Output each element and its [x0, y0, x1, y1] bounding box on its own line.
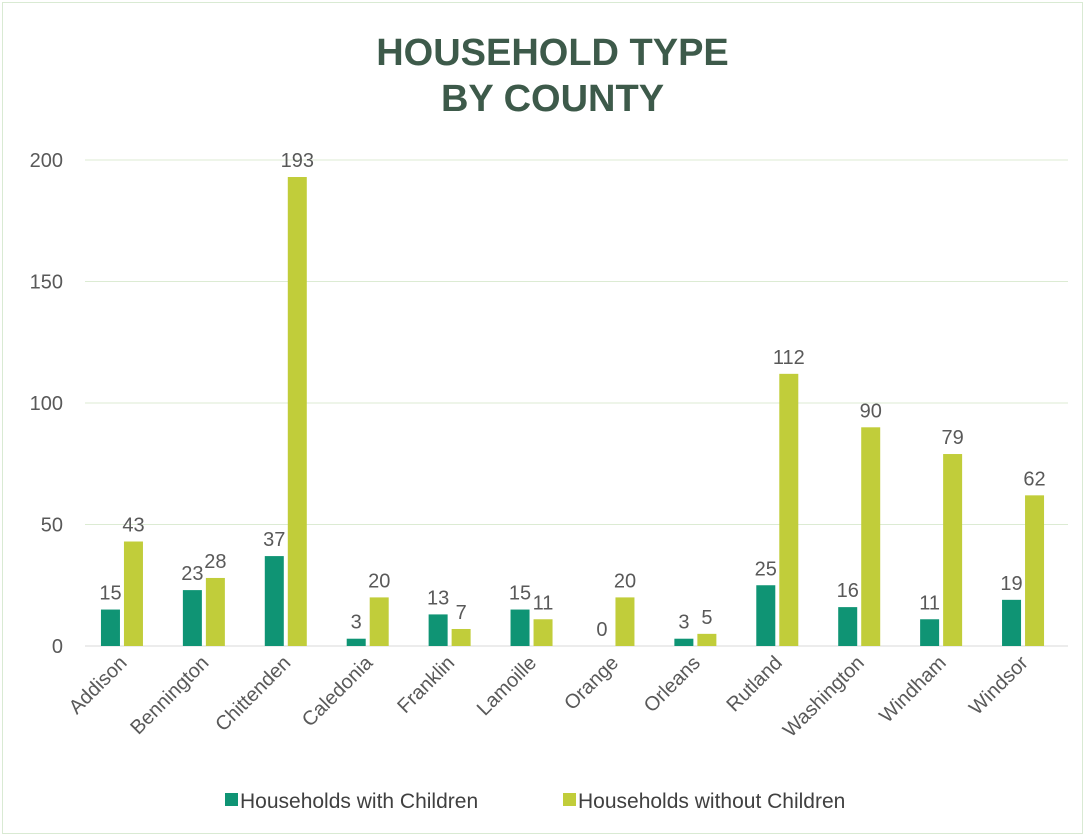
- bar-with-children: [674, 638, 694, 646]
- bar-without-children: [205, 577, 225, 646]
- bar-with-children: [428, 614, 448, 646]
- bar-without-children: [779, 373, 799, 646]
- data-label: 5: [701, 607, 712, 629]
- data-label: 20: [614, 570, 636, 592]
- bar-with-children: [510, 609, 530, 646]
- data-label: 3: [678, 612, 689, 634]
- bar-without-children: [123, 541, 143, 646]
- data-label: 193: [281, 150, 314, 172]
- x-category-label: Lamoille: [473, 652, 541, 720]
- bar-with-children: [100, 609, 120, 646]
- data-label: 16: [837, 580, 859, 602]
- x-category-label: Franklin: [393, 652, 459, 718]
- legend-label: Households without Children: [578, 790, 845, 813]
- y-tick-label: 150: [30, 272, 63, 294]
- bar-without-children: [861, 427, 881, 646]
- data-label: 25: [755, 558, 777, 580]
- x-category-label: Addison: [65, 652, 132, 719]
- chart-title-line-2: BY COUNTY: [440, 78, 665, 120]
- data-label: 19: [1000, 573, 1022, 595]
- bar-without-children: [1025, 495, 1045, 646]
- bar-with-children: [1002, 599, 1022, 646]
- y-tick-label: 100: [30, 393, 63, 415]
- x-category-label: Bennington: [126, 652, 213, 739]
- bar-with-children: [838, 607, 858, 646]
- data-label: 37: [263, 529, 285, 551]
- data-label: 112: [773, 347, 805, 369]
- data-label: 0: [596, 619, 607, 641]
- data-label: 15: [509, 583, 531, 605]
- legend-swatch-with-children: [225, 793, 238, 806]
- chart-title-line-1: HOUSEHOLD TYPE: [376, 32, 729, 74]
- bar-with-children: [756, 585, 776, 646]
- data-label: 28: [204, 551, 226, 573]
- bar-without-children: [369, 597, 389, 646]
- data-label: 11: [533, 592, 554, 614]
- x-category-label: Rutland: [723, 652, 787, 716]
- bar-without-children: [533, 619, 553, 646]
- x-category-label: Orange: [560, 652, 623, 715]
- data-label: 15: [99, 583, 121, 605]
- data-label: 62: [1023, 468, 1045, 490]
- legend-swatch-without-children: [563, 793, 576, 806]
- x-category-label: Orleans: [640, 652, 705, 717]
- data-label: 23: [181, 563, 203, 585]
- bar-with-children: [346, 638, 366, 646]
- x-category-label: Windsor: [965, 652, 1033, 720]
- data-label: 79: [942, 427, 964, 449]
- x-category-label: Windham: [875, 652, 950, 727]
- y-tick-label: 0: [52, 636, 63, 658]
- data-label: 20: [368, 570, 390, 592]
- data-label: 11: [919, 592, 940, 614]
- data-label: 90: [860, 400, 882, 422]
- x-category-label: Chittenden: [211, 652, 295, 736]
- bar-without-children: [697, 633, 717, 646]
- bar-with-children: [264, 556, 284, 646]
- legend-label: Households with Children: [240, 790, 478, 813]
- y-tick-label: 50: [41, 515, 63, 537]
- x-category-label: Caledonia: [298, 651, 378, 731]
- x-category-label: Washington: [779, 652, 869, 742]
- bar-with-children: [182, 590, 202, 646]
- data-label: 3: [351, 612, 362, 634]
- bar-without-children: [287, 177, 307, 646]
- data-label: 13: [427, 587, 449, 609]
- bar-with-children: [920, 619, 940, 646]
- chart-title: HOUSEHOLD TYPE BY COUNTY: [0, 30, 1087, 122]
- bar-without-children: [943, 454, 963, 646]
- data-label: 43: [122, 515, 144, 537]
- y-tick-label: 200: [30, 150, 63, 172]
- bar-without-children: [615, 597, 635, 646]
- bar-without-children: [451, 628, 471, 646]
- data-label: 7: [456, 602, 467, 624]
